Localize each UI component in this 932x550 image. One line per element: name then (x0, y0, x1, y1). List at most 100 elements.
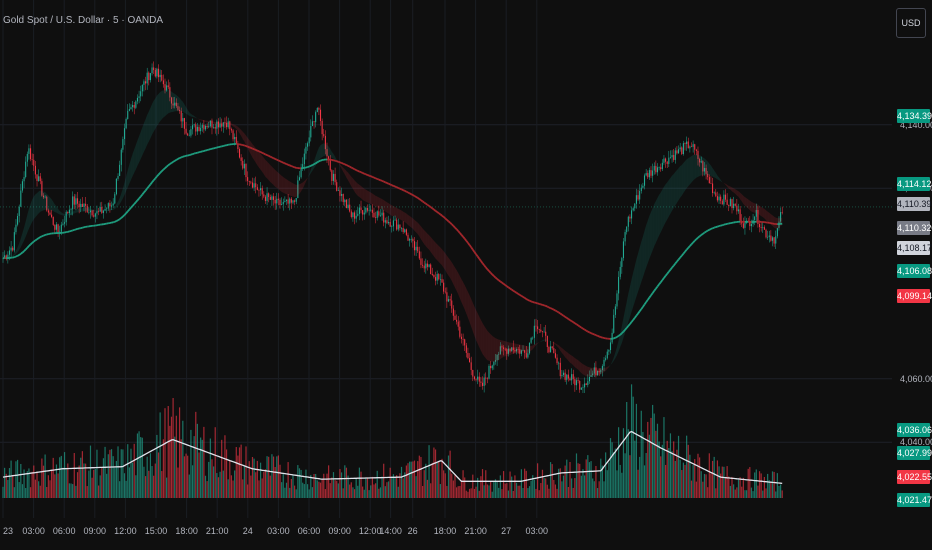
candle-body (34, 165, 36, 175)
candle-body (175, 102, 177, 107)
ema-ribbon-segment (354, 180, 357, 195)
volume-bar (697, 453, 699, 498)
candle-body (106, 208, 108, 210)
ema-ribbon-segment (223, 122, 225, 125)
ema-slow-segment (449, 222, 453, 225)
ema-ribbon-segment (344, 169, 347, 178)
candle-body (444, 291, 446, 293)
volume-bar (734, 489, 736, 498)
candle-body (593, 367, 595, 374)
ema-ribbon-segment (275, 169, 277, 188)
volume-bar (421, 486, 424, 498)
ema-ribbon-segment (576, 359, 579, 370)
candle-body (665, 158, 667, 162)
volume-bar (355, 478, 357, 498)
ema-ribbon-segment (124, 176, 127, 195)
ema-ribbon-segment (87, 208, 89, 211)
ema-slow-segment (703, 230, 707, 234)
ema-slow-segment (255, 149, 258, 152)
ema-ribbon-segment (85, 207, 88, 211)
volume-bar (686, 435, 688, 498)
ema-ribbon-segment (668, 177, 671, 217)
ema-ribbon-segment (454, 267, 457, 291)
candle-body (669, 157, 671, 158)
candle-body (302, 164, 304, 169)
candle-body (634, 203, 636, 209)
candle-body (352, 212, 354, 218)
ema-slow-segment (656, 283, 660, 288)
volume-bar (572, 487, 574, 498)
ema-ribbon-segment (552, 341, 554, 344)
ema-ribbon-segment (581, 362, 583, 375)
candle-body (99, 206, 101, 212)
ema-ribbon-segment (401, 210, 404, 222)
ema-ribbon-segment (268, 163, 271, 183)
candle-body (250, 181, 252, 183)
ema-ribbon-segment (523, 345, 525, 353)
ema-ribbon-segment (741, 194, 744, 204)
ema-ribbon-segment (448, 257, 451, 279)
volume-bar (451, 473, 453, 498)
ema-slow-segment (637, 310, 641, 315)
volume-bar (566, 459, 568, 498)
candle-body (404, 229, 406, 233)
ema-ribbon-segment (717, 175, 720, 181)
candle-body (718, 196, 720, 201)
currency-button[interactable]: USD (896, 8, 926, 38)
volume-bar (39, 485, 41, 498)
volume-bar (75, 485, 77, 498)
ema-ribbon-segment (599, 368, 601, 375)
volume-bar (7, 479, 9, 498)
candle-body (507, 348, 509, 354)
volume-bar (172, 398, 174, 498)
ema-slow-segment (149, 181, 153, 185)
ema-ribbon-segment (409, 216, 412, 228)
volume-bar (494, 479, 497, 498)
ema-ribbon-segment (498, 339, 501, 361)
candle-body (167, 85, 169, 88)
ema-slow-segment (373, 176, 376, 180)
volume-bar (196, 423, 198, 498)
ema-ribbon-segment (38, 190, 41, 214)
volume-bar (370, 485, 372, 498)
volume-bar (689, 454, 691, 498)
volume-bar (190, 429, 192, 498)
ema-ribbon-segment (139, 131, 141, 163)
ema-ribbon-segment (233, 124, 235, 128)
ema-slow-segment (277, 159, 281, 163)
ema-ribbon-segment (174, 93, 177, 112)
ema-ribbon-segment (362, 187, 365, 202)
volume-bar (778, 485, 780, 498)
candle-body (227, 121, 229, 128)
ema-slow-segment (388, 182, 391, 186)
ema-ribbon-segment (424, 230, 426, 247)
candle-body (490, 365, 492, 369)
volume-bar (2, 486, 4, 498)
ema-ribbon-segment (519, 344, 522, 353)
ema-ribbon-segment (474, 306, 477, 341)
candle-body (101, 206, 103, 213)
ema-slow-segment (712, 226, 715, 230)
volume-bar (583, 475, 586, 498)
volume-bar (362, 486, 364, 498)
volume-bar (57, 473, 59, 498)
ema-ribbon-segment (419, 224, 421, 240)
candle-body (209, 120, 211, 127)
ema-ribbon-segment (119, 193, 122, 205)
ema-ribbon-segment (228, 122, 230, 125)
ema-ribbon-segment (62, 213, 65, 216)
ema-ribbon-segment (153, 98, 156, 132)
volume-bar (728, 476, 730, 498)
ema-ribbon-segment (608, 364, 611, 368)
volume-bar (551, 464, 553, 498)
volume-bar (350, 482, 352, 498)
volume-bar (347, 475, 349, 498)
ema-ribbon-segment (565, 350, 567, 359)
volume-bar (387, 481, 390, 498)
candle-body (269, 197, 271, 200)
candle-body (749, 221, 751, 227)
volume-bar (232, 480, 234, 498)
ema-ribbon-segment (320, 144, 323, 159)
ema-ribbon-segment (398, 208, 400, 220)
